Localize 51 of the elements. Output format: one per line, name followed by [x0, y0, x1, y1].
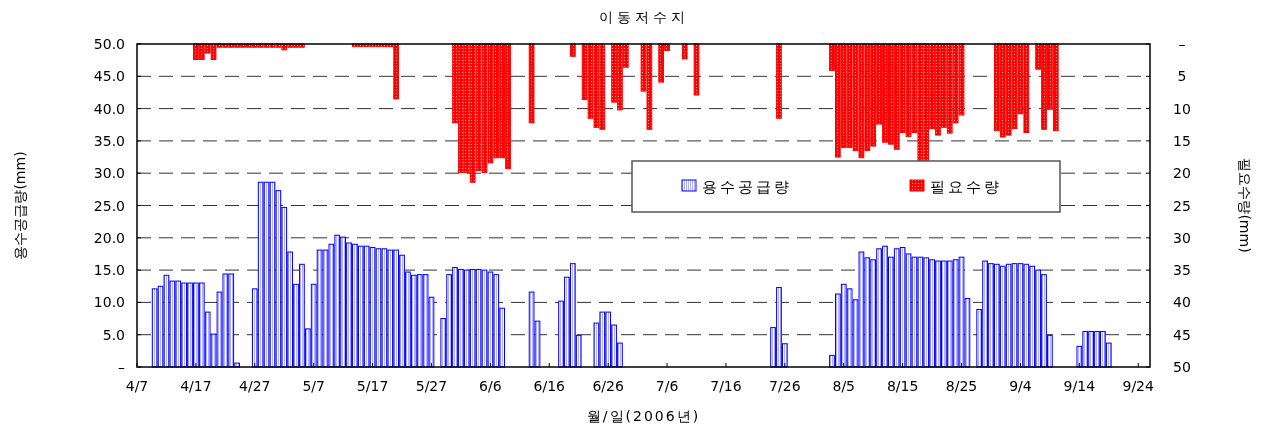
y-tick-label: 30.0: [93, 165, 125, 182]
y2-tick-label: 20: [1173, 165, 1191, 182]
y2-tick-label: –: [1178, 36, 1186, 52]
x-tick-label: 9/4: [1009, 378, 1032, 394]
y2-tick-label: 10: [1173, 100, 1191, 117]
x-tick-label: 7/26: [769, 378, 801, 394]
x-tick-label: 9/14: [1063, 378, 1096, 394]
x-tick-label: 4/7: [125, 378, 149, 394]
chart-title: 이동저수지: [598, 9, 689, 25]
bar: [693, 43, 700, 96]
y-tick-label: 25.0: [93, 197, 125, 214]
x-tick-label: 5/7: [302, 378, 325, 394]
legend-label: 용수공급량: [702, 178, 792, 196]
legend-label: 필요수량: [930, 178, 1002, 196]
y2-tick-label: 25: [1173, 197, 1191, 214]
x-tick-label: 8/15: [886, 378, 919, 394]
y2-axis-title: 필요수량(mm): [1237, 158, 1253, 253]
bar: [681, 43, 688, 60]
y2-tick-label: 30: [1173, 229, 1191, 246]
x-tick-label: 7/6: [655, 378, 679, 394]
y2-tick-label: 35: [1173, 262, 1191, 279]
bar: [569, 43, 576, 57]
x-axis-title: 월/일(2006년): [586, 408, 701, 424]
x-tick-label: 6/26: [592, 378, 624, 394]
y-tick-label: 40.0: [93, 100, 125, 117]
y2-tick-label: 15: [1173, 132, 1191, 149]
y2-tick-label: 45: [1173, 326, 1191, 343]
y-axis-title: 용수공급량(mm): [12, 151, 28, 260]
x-tick-label: 6/6: [479, 378, 502, 394]
bar: [528, 43, 535, 124]
x-tick-label: 8/5: [832, 378, 856, 394]
y-tick-label: –: [118, 359, 125, 375]
x-tick-label: 6/16: [533, 378, 566, 394]
x-tick-label: 4/27: [239, 378, 271, 394]
y-tick-label: 5.0: [102, 326, 125, 343]
y-tick-label: 50.0: [93, 36, 125, 52]
y-tick-label: 35.0: [93, 132, 125, 149]
y-tick-label: 10.0: [93, 294, 125, 311]
bar: [776, 43, 782, 119]
x-tick-label: 8/25: [945, 378, 978, 394]
y2-tick-label: 50: [1173, 359, 1191, 375]
y-tick-label: 20.0: [93, 229, 125, 246]
x-tick-label: 7/16: [710, 378, 742, 394]
x-tick-label: 9/24: [1122, 378, 1155, 394]
x-tick-label: 4/17: [180, 378, 212, 394]
y2-tick-label: 40: [1173, 294, 1191, 311]
y-tick-label: 15.0: [93, 262, 125, 279]
y-tick-label: 45.0: [93, 68, 125, 85]
x-tick-label: 5/27: [415, 378, 448, 394]
y2-tick-label: 5: [1177, 68, 1187, 85]
x-tick-label: 5/17: [356, 378, 389, 394]
